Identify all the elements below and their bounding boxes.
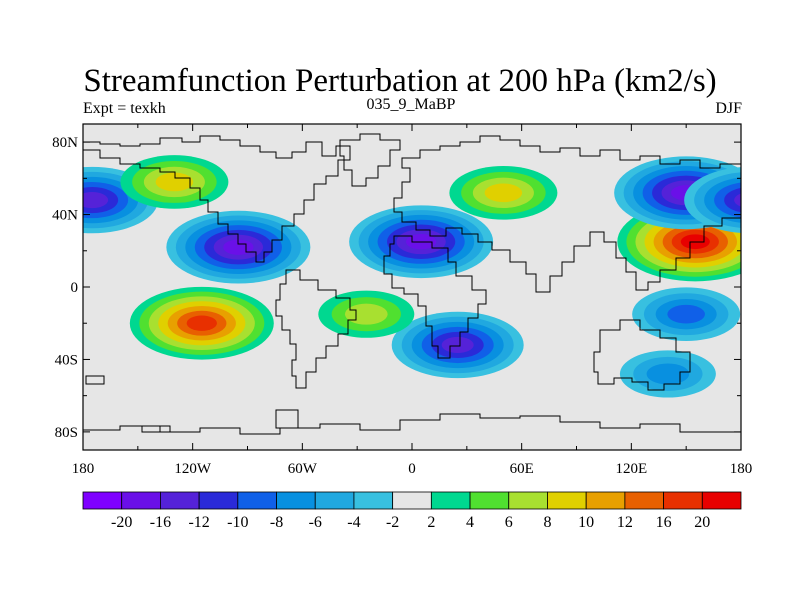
contour-band-low-south-pacific-east-3: [667, 304, 705, 324]
coastline-eurasia: [393, 135, 741, 293]
coastline-greenland: [339, 133, 401, 187]
colorbar: -20 -16 -12 -10 -8 -6 -4 -2 2 4 6 8 10 12 16 20: [82, 491, 742, 531]
contour-band-low-west-edge-5: [83, 192, 109, 209]
y-tick-label: 80S: [55, 425, 78, 441]
x-tick-label: 180: [730, 461, 753, 477]
colorbar-swatch: [701, 491, 742, 510]
colorbar-label: -6: [309, 514, 322, 531]
colorbar-swatch: [121, 491, 161, 510]
colorbar-label: 2: [427, 514, 435, 531]
x-tick-label: 180: [72, 461, 95, 477]
colorbar-swatch: [160, 491, 200, 510]
y-tick-label: 40N: [52, 208, 78, 224]
contour-fill-layer: [83, 155, 741, 398]
colorbar-label: -4: [347, 514, 360, 531]
contour-band-high-asia-band-3: [484, 183, 523, 203]
colorbar-swatch: [353, 491, 394, 510]
chart-title: Streamfunction Perturbation at 200 hPa (…: [83, 63, 717, 99]
colorbar-label: 8: [543, 514, 551, 531]
colorbar-swatch: [508, 491, 548, 510]
coastline-africa: [383, 235, 487, 359]
y-axis: 80N 40N 0 40S 80S: [52, 135, 741, 441]
contour-band-wrap-low-west-edge-5: [734, 193, 741, 207]
colorbar-swatch: [430, 491, 471, 510]
experiment-label: Expt = texkh: [83, 100, 166, 117]
x-tick-label: 120E: [615, 461, 647, 477]
contour-band-high-north-america-3: [155, 172, 194, 192]
contour-band-low-south-indian-2: [646, 363, 690, 385]
colorbar-label: -20: [111, 514, 132, 531]
colorbar-label: -12: [188, 514, 209, 531]
colorbar-label: 6: [505, 514, 513, 531]
colorbar-swatch: [663, 491, 703, 510]
run-label: 035_9_MaBP: [366, 96, 456, 113]
colorbar-label: -16: [150, 514, 171, 531]
coastline-islands: [85, 375, 299, 433]
colorbar-swatch: [624, 491, 664, 510]
colorbar-swatch: [392, 491, 432, 510]
colorbar-label: -2: [386, 514, 399, 531]
colorbar-swatch: [314, 491, 355, 510]
coastline-south-america: [275, 269, 357, 389]
colorbar-swatch: [198, 491, 239, 510]
colorbar-label: 20: [694, 514, 710, 531]
contour-band-high-south-atlantic-2: [344, 303, 388, 325]
x-tick-label: 120W: [174, 461, 212, 477]
colorbar-label: -10: [227, 514, 248, 531]
contour-band-high-south-pacific-6: [186, 315, 217, 331]
plot-area: [82, 123, 742, 451]
y-tick-label: 40S: [55, 352, 78, 368]
coastline-layer: [83, 133, 741, 435]
colorbar-label: 4: [466, 514, 474, 531]
colorbar-swatch: [547, 491, 587, 510]
y-tick-label: 0: [71, 280, 79, 296]
colorbar-label: 10: [578, 514, 594, 531]
coastline-australia: [593, 319, 691, 391]
coastline-antarctica: [83, 413, 741, 435]
x-tick-label: 60W: [288, 461, 318, 477]
contour-band-wrap-low-west-edge-4: [724, 187, 741, 213]
colorbar-swatch: [585, 491, 626, 510]
season-label: DJF: [715, 100, 742, 117]
colorbar-swatch: [276, 491, 316, 510]
x-axis: 180 120W 60W 0 60E 120E 180: [72, 124, 753, 477]
contour-band-low-south-africa-5: [441, 336, 474, 354]
x-tick-label: 0: [408, 461, 416, 477]
y-tick-label: 80N: [52, 135, 78, 151]
colorbar-label: 16: [656, 514, 672, 531]
colorbar-label: -8: [270, 514, 283, 531]
coastline-north-america: [83, 135, 351, 263]
colorbar-swatch: [82, 491, 123, 510]
colorbar-swatch: [237, 491, 277, 510]
colorbar-swatch: [469, 491, 510, 510]
x-tick-label: 60E: [510, 461, 534, 477]
colorbar-label: 12: [617, 514, 633, 531]
